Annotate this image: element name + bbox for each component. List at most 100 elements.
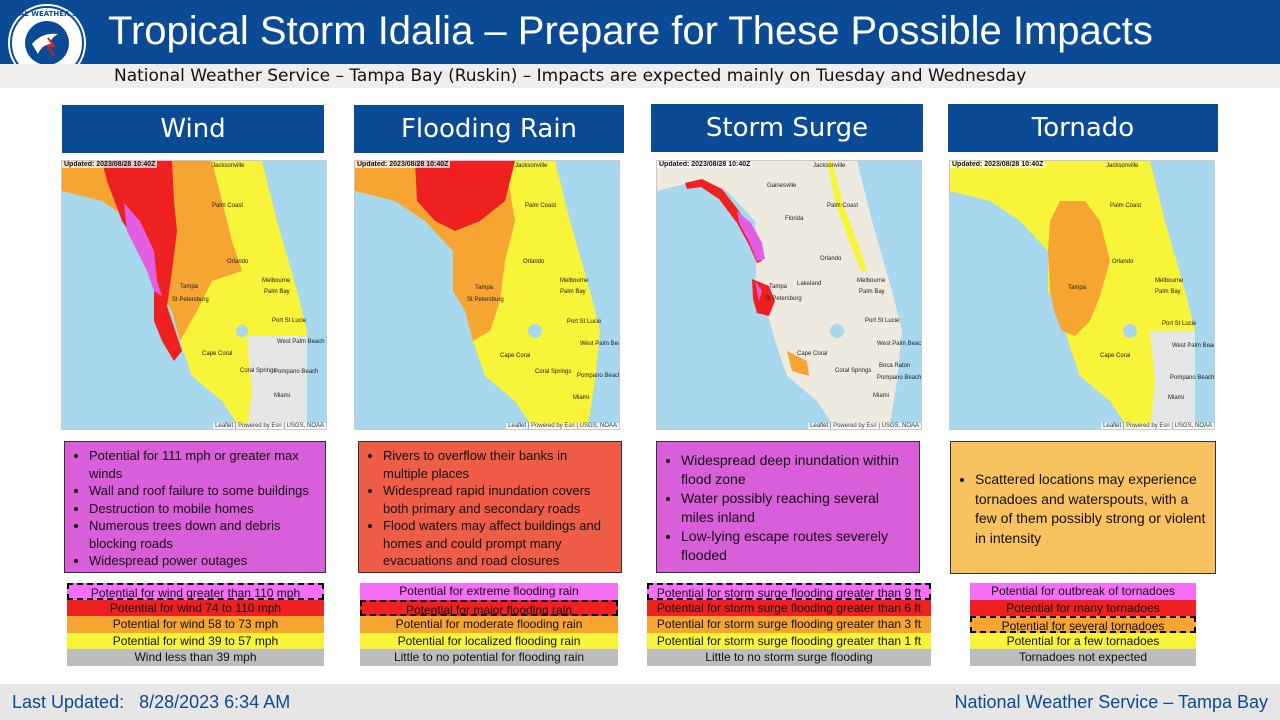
wind-map[interactable]: Updated: 2023/08/28 10:40Z Jacksonville …	[61, 160, 327, 430]
page-subtitle: National Weather Service – Tampa Bay (Ru…	[114, 66, 1027, 86]
flooding-impact-item: Widespread rapid inundation covers both …	[383, 482, 615, 517]
storm-surge-impacts-box: Widespread deep inundation within flood …	[656, 441, 920, 573]
legend-row: Tornadoes not expected	[970, 649, 1196, 666]
city-label: Pompano Beach	[577, 373, 620, 379]
city-label: St Petersburg	[467, 297, 504, 303]
legend-row: Potential for extreme flooding rain	[360, 583, 618, 600]
city-label: Miami	[1168, 395, 1184, 401]
city-label: Palm Bay	[1155, 289, 1181, 295]
flooding-rain-map[interactable]: Updated: 2023/08/28 10:40Z Jacksonville …	[354, 160, 620, 430]
legend-row: Potential for a few tornadoes	[970, 632, 1196, 650]
city-label: Coral Springs	[240, 368, 277, 374]
city-label: Tampa	[180, 284, 199, 290]
city-label: Jacksonville	[515, 163, 548, 169]
legend-row: Little to no potential for flooding rain	[360, 649, 618, 666]
city-label: Miami	[573, 395, 589, 401]
map-updated-label: Updated: 2023/08/28 10:40Z	[355, 161, 451, 168]
flooding-impact-item: Flood waters may affect buildings and ho…	[383, 517, 615, 570]
city-label: Jacksonville	[212, 163, 245, 169]
legend-row: Potential for wind 74 to 110 mph	[67, 599, 324, 617]
map-attribution: Leaflet | Powered by Esri | USGS, NOAA	[506, 423, 619, 429]
city-label: Palm Bay	[560, 289, 586, 295]
tornado-map[interactable]: Updated: 2023/08/28 10:40Z Jacksonville …	[949, 160, 1215, 430]
legend-row: Potential for several tornadoes	[970, 616, 1196, 633]
surge-impact-item: Widespread deep inundation within flood …	[681, 451, 913, 489]
legend-row: Little to no storm surge flooding	[647, 649, 931, 666]
city-label: Melbourne	[262, 278, 291, 284]
city-label: Coral Springs	[535, 369, 572, 375]
surge-impact-item: Water possibly reaching several miles in…	[681, 489, 913, 527]
wind-impact-item: Widespread power outages	[89, 552, 319, 570]
storm-surge-map[interactable]: Updated: 2023/08/28 10:40Z Jacksonville …	[656, 160, 922, 430]
last-updated: Last Updated: 8/28/2023 6:34 AM	[12, 692, 290, 713]
tornado-impacts-box: Scattered locations may experience torna…	[950, 441, 1216, 574]
legend-row: Potential for moderate flooding rain	[360, 616, 618, 633]
subtitle-bar	[0, 64, 1280, 88]
city-label: West Palm Beach	[877, 341, 922, 347]
city-label: Cape Coral	[500, 353, 531, 359]
legend-row: Potential for storm surge flooding great…	[647, 583, 931, 600]
city-label: Orlando	[820, 256, 842, 262]
city-label: Jacksonville	[813, 163, 846, 169]
legend-row: Potential for wind 58 to 73 mph	[67, 616, 324, 633]
logo-text: NATIONAL WEATHER SERVICE	[8, 10, 86, 18]
panel-header-wind: Wind	[62, 105, 324, 153]
last-updated-value: 8/28/2023 6:34 AM	[139, 692, 291, 712]
legend-row: Potential for many tornadoes	[970, 599, 1196, 617]
map-updated-label: Updated: 2023/08/28 10:40Z	[950, 161, 1046, 168]
city-label: Melbourne	[1155, 278, 1184, 284]
city-label: Port St Lucie	[567, 319, 602, 325]
map-attribution: Leaflet | Powered by Esri | USGS, NOAA	[213, 423, 326, 429]
city-label: Palm Coast	[1110, 203, 1142, 209]
city-label: Miami	[274, 393, 290, 399]
city-label: Port St Lucie	[865, 318, 900, 324]
city-label: Palm Bay	[264, 289, 290, 295]
panel-header-tornado: Tornado	[948, 104, 1218, 152]
city-label: Tampa	[475, 285, 494, 291]
city-label: Boca Raton	[879, 363, 911, 369]
city-label: Melbourne	[560, 278, 589, 284]
city-label: Palm Coast	[212, 203, 244, 209]
city-label: Port St Lucie	[1162, 321, 1197, 327]
legend-row: Potential for localized flooding rain	[360, 632, 618, 650]
city-label: Palm Coast	[525, 203, 557, 209]
city-label: Coral Springs	[835, 368, 872, 374]
legend-row: Wind less than 39 mph	[67, 649, 324, 666]
city-label: Orlando	[523, 259, 545, 265]
city-label: Cape Coral	[797, 351, 828, 357]
legend-row: Potential for outbreak of tornadoes	[970, 583, 1196, 600]
panel-header-storm-surge: Storm Surge	[651, 104, 923, 152]
surge-impact-item: Low-lying escape routes severely flooded	[681, 527, 913, 565]
city-label: West Palm Beach	[277, 339, 325, 345]
city-label: St Petersburg	[765, 296, 802, 302]
city-label: Palm Coast	[827, 203, 859, 209]
legend-row: Potential for wind 39 to 57 mph	[67, 632, 324, 650]
header-bar	[0, 0, 1280, 64]
wind-impacts-box: Potential for 111 mph or greater max win…	[64, 441, 326, 573]
legend-row: Potential for wind greater than 110 mph	[67, 583, 324, 600]
city-label: Lakeland	[797, 281, 822, 287]
tornado-legend: Potential for outbreak of tornadoes Pote…	[970, 583, 1196, 666]
last-updated-label: Last Updated:	[12, 692, 125, 712]
flooding-impact-item: Rivers to overflow their banks in multip…	[383, 447, 615, 482]
legend-row: Potential for storm surge flooding great…	[647, 616, 931, 633]
city-label: Tampa	[769, 284, 788, 290]
tornado-impact-item: Scattered locations may experience torna…	[975, 470, 1209, 548]
city-label: Florida	[785, 216, 804, 222]
panel-header-flooding-rain: Flooding Rain	[354, 105, 624, 153]
city-label: Pompano Beach	[877, 375, 922, 381]
footer-bar	[0, 684, 1280, 720]
city-label: Palm Bay	[859, 289, 885, 295]
legend-row: Potential for major flooding rain	[360, 599, 618, 617]
wind-legend: Potential for wind greater than 110 mph …	[67, 583, 324, 666]
wind-impact-item: Potential for 111 mph or greater max win…	[89, 447, 319, 482]
city-label: Melbourne	[857, 278, 886, 284]
city-label: Miami	[873, 393, 889, 399]
city-label: Tampa	[1068, 285, 1087, 291]
city-label: Orlando	[1112, 259, 1134, 265]
legend-row: Potential for storm surge flooding great…	[647, 632, 931, 650]
city-label: St Petersburg	[172, 297, 209, 303]
flooding-rain-legend: Potential for extreme flooding rain Pote…	[360, 583, 618, 666]
city-label: Cape Coral	[202, 351, 233, 357]
map-updated-label: Updated: 2023/08/28 10:40Z	[62, 161, 158, 168]
